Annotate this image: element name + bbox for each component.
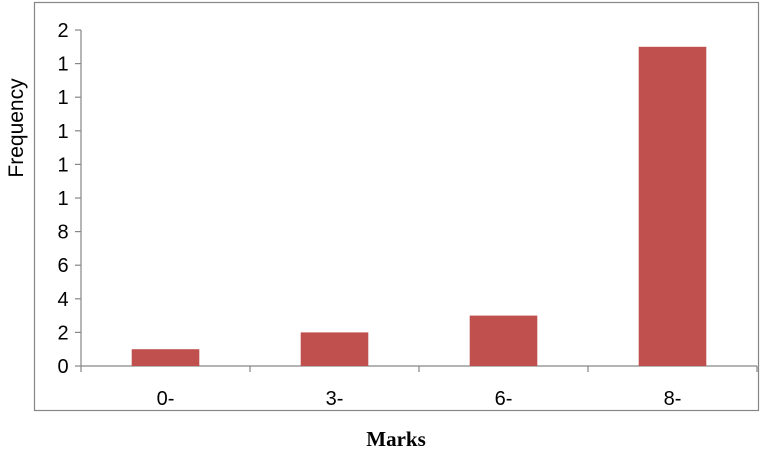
x-axis-title: Marks <box>366 427 426 451</box>
bar <box>300 332 369 366</box>
y-tick-label: 2 <box>57 20 68 42</box>
y-axis-title: Frequency <box>5 78 28 178</box>
x-tick-label: 6- <box>495 388 513 410</box>
x-tick-label: 3- <box>326 388 344 410</box>
bar <box>638 46 707 367</box>
y-tick-label: 8 <box>57 222 68 244</box>
y-tick-label: 4 <box>57 289 68 311</box>
y-tick-label: 1 <box>57 54 68 76</box>
y-tick-label: 1 <box>57 188 68 210</box>
bar <box>131 349 200 366</box>
y-tick-label: 0 <box>57 356 68 378</box>
plot-area: 0 2 4 6 8 1 1 1 1 1 2 0- 3- 6- 8- <box>57 20 758 410</box>
y-tick-label: 2 <box>57 322 68 344</box>
y-tick-label: 1 <box>57 87 68 109</box>
chart-frame <box>33 1 760 412</box>
y-tick-label: 6 <box>57 255 68 277</box>
x-tick-label: 8- <box>664 388 682 410</box>
x-tick-label: 0- <box>157 388 175 410</box>
y-tick-label: 1 <box>57 121 68 143</box>
bar <box>469 315 538 366</box>
y-tick-label: 1 <box>57 154 68 176</box>
